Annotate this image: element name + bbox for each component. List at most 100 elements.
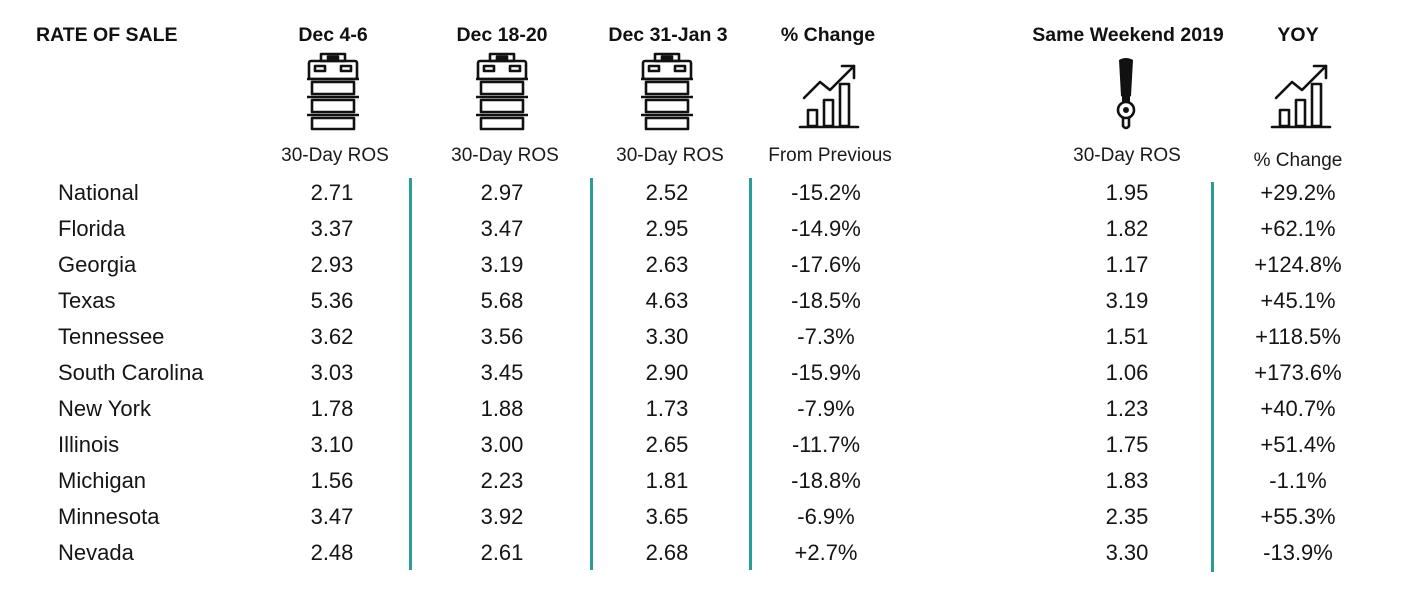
keg-icon xyxy=(476,52,528,131)
cell-same-weekend-2019: 3.30 xyxy=(1105,540,1149,565)
cell-yoy: +51.4% xyxy=(1260,432,1336,457)
subheader-yoy: % Change xyxy=(1253,150,1343,171)
header-rate-of-sale: RATE OF SALE xyxy=(36,24,178,46)
state-name: South Carolina xyxy=(58,360,204,385)
state-name: Florida xyxy=(58,216,126,241)
cell-yoy: -13.9% xyxy=(1263,540,1333,565)
cell-pct-change: -18.8% xyxy=(791,468,861,493)
subheader-dec4-6: 30-Day ROS xyxy=(281,145,389,166)
table-row: Texas 5.36 5.68 4.63 -18.5% 3.19 +45.1% xyxy=(0,287,1414,323)
cell-pct-change: -18.5% xyxy=(791,288,861,313)
cell-yoy: +62.1% xyxy=(1260,216,1336,241)
cell-yoy: +124.8% xyxy=(1254,252,1342,277)
cell-same-weekend-2019: 1.75 xyxy=(1105,432,1149,457)
cell-dec31-jan3: 4.63 xyxy=(645,288,689,313)
cell-yoy: +55.3% xyxy=(1260,504,1336,529)
cell-dec18-20: 3.19 xyxy=(480,252,524,277)
cell-pct-change: -14.9% xyxy=(791,216,861,241)
table-row: Nevada 2.48 2.61 2.68 +2.7% 3.30 -13.9% xyxy=(0,539,1414,575)
cell-pct-change: -6.9% xyxy=(797,504,855,529)
state-name: Michigan xyxy=(58,468,147,493)
cell-dec4-6: 2.93 xyxy=(310,252,354,277)
header-pct-change: % Change xyxy=(780,24,876,46)
state-name: Illinois xyxy=(58,432,120,457)
table-row: Minnesota 3.47 3.92 3.65 -6.9% 2.35 +55.3% xyxy=(0,503,1414,539)
column-divider xyxy=(1211,182,1214,572)
state-name: Texas xyxy=(58,288,116,313)
cell-same-weekend-2019: 1.82 xyxy=(1105,216,1149,241)
header-same-weekend-2019: Same Weekend 2019 xyxy=(1032,24,1224,46)
state-name: New York xyxy=(58,396,151,421)
cell-yoy: +40.7% xyxy=(1260,396,1336,421)
cell-dec31-jan3: 3.30 xyxy=(645,324,689,349)
cell-pct-change: -7.3% xyxy=(797,324,855,349)
cell-same-weekend-2019: 1.95 xyxy=(1105,180,1149,205)
header-dec31-jan3: Dec 31-Jan 3 xyxy=(608,24,728,46)
cell-same-weekend-2019: 1.83 xyxy=(1105,468,1149,493)
table-row: Michigan 1.56 2.23 1.81 -18.8% 1.83 -1.1% xyxy=(0,467,1414,503)
column-divider xyxy=(409,178,412,570)
cell-same-weekend-2019: 1.06 xyxy=(1105,360,1149,385)
state-name: Minnesota xyxy=(58,504,160,529)
cell-dec4-6: 5.36 xyxy=(310,288,354,313)
cell-dec31-jan3: 2.90 xyxy=(645,360,689,385)
cell-dec4-6: 3.03 xyxy=(310,360,354,385)
growth-chart-icon xyxy=(798,64,860,129)
table-row: New York 1.78 1.88 1.73 -7.9% 1.23 +40.7% xyxy=(0,395,1414,431)
subheader-pct-change: From Previous xyxy=(768,145,892,166)
keg-icon xyxy=(641,52,693,131)
cell-dec31-jan3: 2.95 xyxy=(645,216,689,241)
cell-dec4-6: 1.56 xyxy=(310,468,354,493)
state-name: Nevada xyxy=(58,540,134,565)
table-row: South Carolina 3.03 3.45 2.90 -15.9% 1.06 +173… xyxy=(0,359,1414,395)
cell-dec4-6: 1.78 xyxy=(310,396,354,421)
cell-pct-change: -11.7% xyxy=(791,432,861,457)
cell-dec4-6: 3.62 xyxy=(310,324,354,349)
cell-same-weekend-2019: 1.51 xyxy=(1105,324,1149,349)
cell-dec18-20: 2.23 xyxy=(480,468,524,493)
table-row: Florida 3.37 3.47 2.95 -14.9% 1.82 +62.1% xyxy=(0,215,1414,251)
table-row: National 2.71 2.97 2.52 -15.2% 1.95 +29.2% xyxy=(0,179,1414,215)
table-row: Illinois 3.10 3.00 2.65 -11.7% 1.75 +51.4% xyxy=(0,431,1414,467)
cell-dec18-20: 3.56 xyxy=(480,324,524,349)
state-name: National xyxy=(58,180,139,205)
cell-dec31-jan3: 2.63 xyxy=(645,252,689,277)
cell-dec4-6: 3.47 xyxy=(310,504,354,529)
cell-dec31-jan3: 2.65 xyxy=(645,432,689,457)
table-row: Tennessee 3.62 3.56 3.30 -7.3% 1.51 +118.5% xyxy=(0,323,1414,359)
cell-pct-change: -7.9% xyxy=(797,396,855,421)
keg-icon xyxy=(307,52,359,131)
cell-dec31-jan3: 2.52 xyxy=(645,180,689,205)
cell-dec31-jan3: 2.68 xyxy=(645,540,689,565)
cell-pct-change: -17.6% xyxy=(791,252,861,277)
state-name: Georgia xyxy=(58,252,137,277)
cell-pct-change: -15.2% xyxy=(791,180,861,205)
cell-yoy: +29.2% xyxy=(1260,180,1336,205)
cell-same-weekend-2019: 1.23 xyxy=(1105,396,1149,421)
state-name: Tennessee xyxy=(58,324,165,349)
cell-dec4-6: 3.10 xyxy=(310,432,354,457)
cell-dec31-jan3: 1.73 xyxy=(645,396,689,421)
header-dec18-20: Dec 18-20 xyxy=(456,24,548,46)
subheader-dec18-20: 30-Day ROS xyxy=(451,145,559,166)
growth-chart-icon xyxy=(1270,64,1332,129)
cell-yoy: +173.6% xyxy=(1254,360,1342,385)
cell-yoy: +118.5% xyxy=(1255,324,1341,349)
cell-dec18-20: 3.45 xyxy=(480,360,524,385)
cell-dec31-jan3: 1.81 xyxy=(645,468,689,493)
cell-same-weekend-2019: 3.19 xyxy=(1105,288,1149,313)
header-yoy: YOY xyxy=(1277,24,1319,46)
column-divider xyxy=(749,178,752,570)
cell-dec18-20: 2.97 xyxy=(480,180,524,205)
column-divider xyxy=(590,178,593,570)
cell-dec18-20: 2.61 xyxy=(480,540,524,565)
cell-dec18-20: 3.92 xyxy=(480,504,524,529)
cell-same-weekend-2019: 1.17 xyxy=(1105,252,1149,277)
cell-same-weekend-2019: 2.35 xyxy=(1105,504,1149,529)
cell-dec18-20: 1.88 xyxy=(480,396,524,421)
cell-pct-change: +2.7% xyxy=(794,540,858,565)
header-dec4-6: Dec 4-6 xyxy=(298,24,368,46)
cell-dec4-6: 3.37 xyxy=(310,216,354,241)
cell-dec4-6: 2.48 xyxy=(310,540,354,565)
